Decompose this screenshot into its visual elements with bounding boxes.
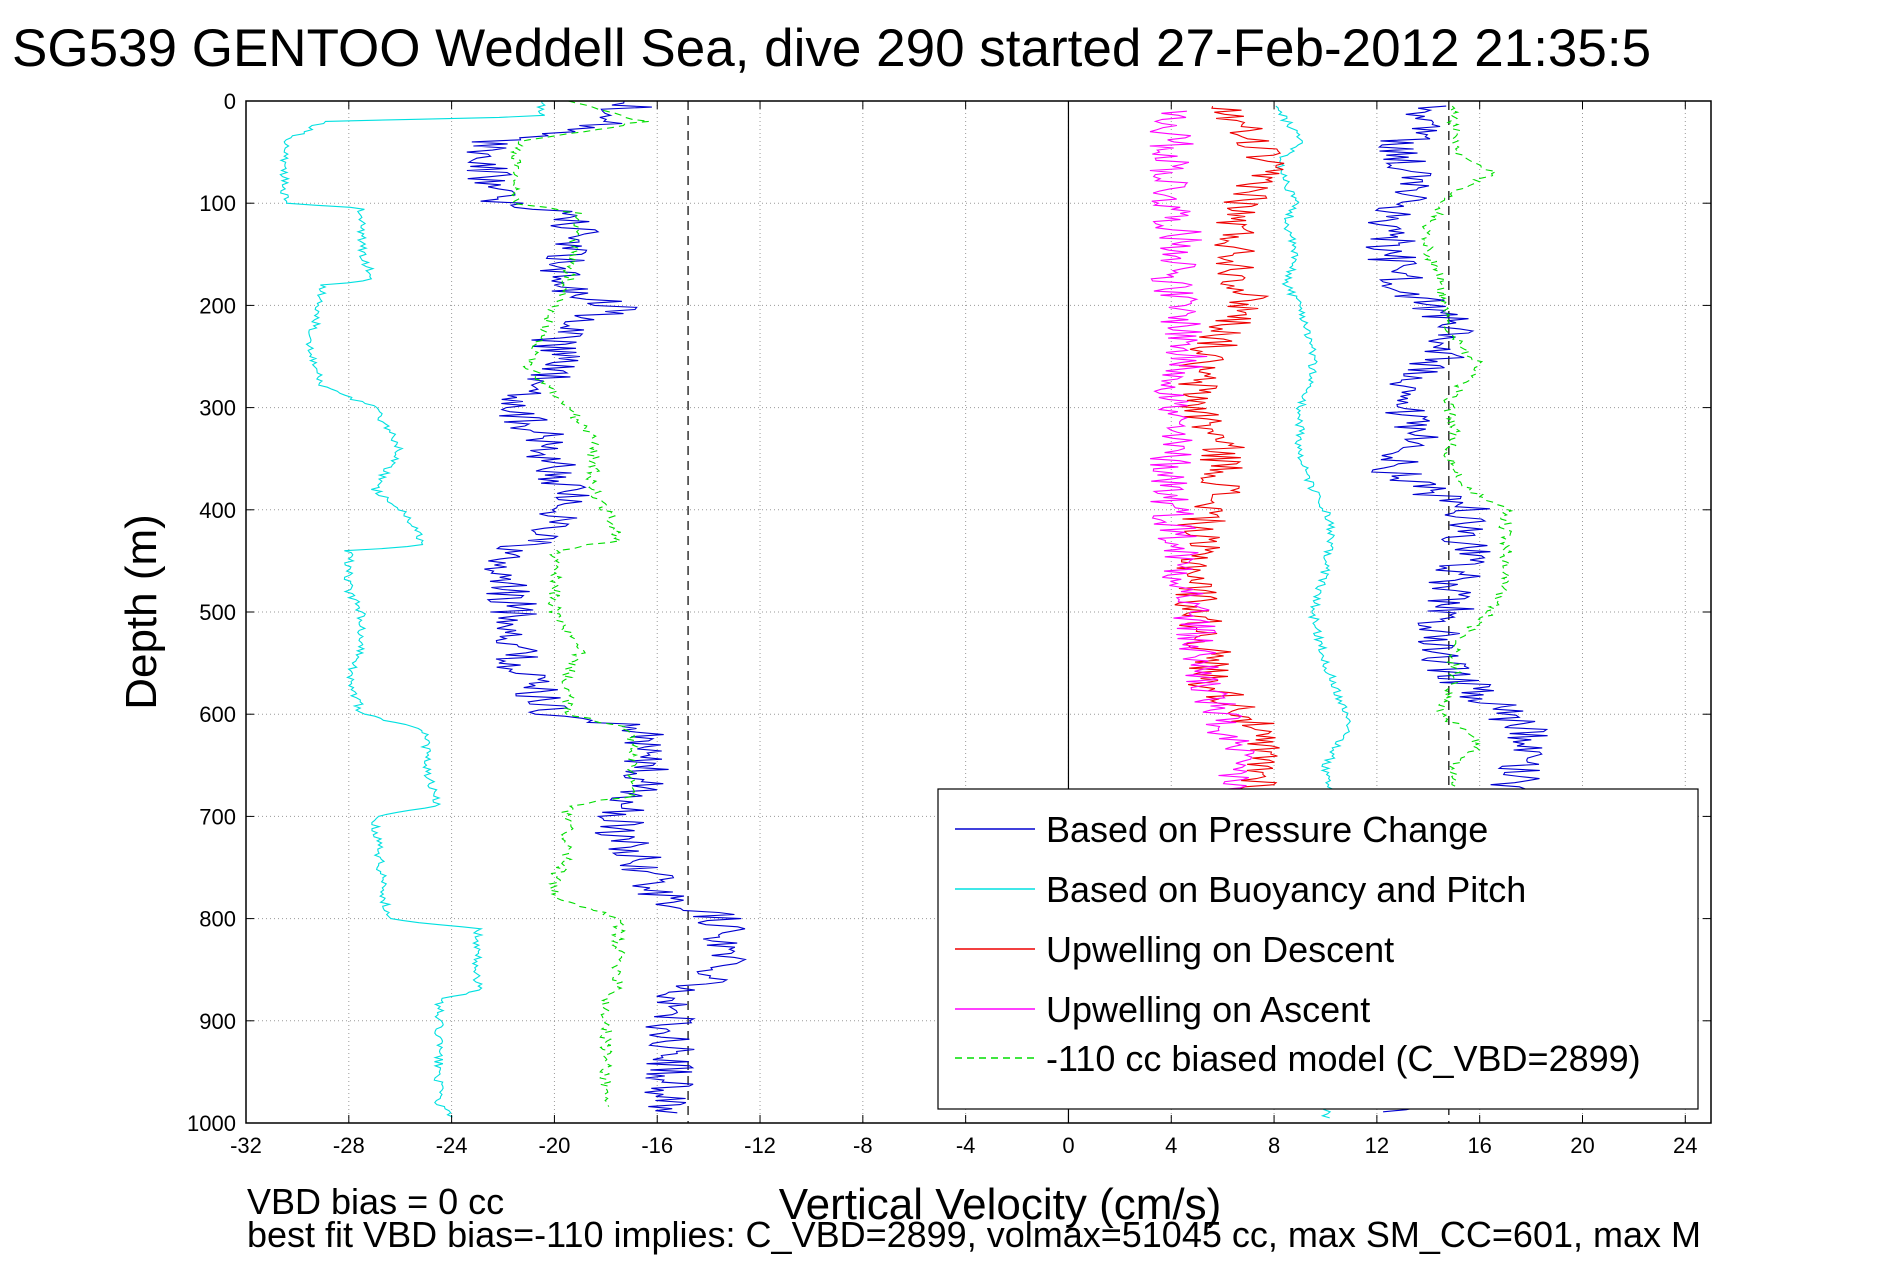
footer-bias-note: VBD bias = 0 cc [247, 1181, 504, 1222]
footer-best-fit-note: best fit VBD bias=-110 implies: C_VBD=28… [247, 1214, 1701, 1255]
y-tick-label: 1000 [187, 1111, 236, 1136]
y-tick-label: 0 [224, 89, 236, 114]
y-tick-label: 400 [199, 498, 236, 523]
series-1-descent-line [466, 100, 747, 1114]
y-tick-label: 700 [199, 804, 236, 829]
x-tick-label: 0 [1062, 1133, 1074, 1158]
series-4-ascent-line [1149, 110, 1255, 807]
y-tick-label: 800 [199, 907, 236, 932]
x-tick-label: -24 [436, 1133, 468, 1158]
x-tick-label: -4 [956, 1133, 976, 1158]
x-tick-label: -16 [641, 1133, 673, 1158]
x-tick-label: -8 [853, 1133, 873, 1158]
x-tick-label: 4 [1165, 1133, 1177, 1158]
y-tick-label: 600 [199, 702, 236, 727]
legend-label: Upwelling on Descent [1046, 929, 1394, 970]
series-4 [1149, 110, 1255, 807]
legend-label: Upwelling on Ascent [1046, 989, 1370, 1030]
series-5-descent-line [509, 100, 650, 1107]
y-axis-label: Depth (m) [117, 514, 166, 710]
legend-label: Based on Buoyancy and Pitch [1046, 869, 1526, 910]
series-2-descent-line [279, 100, 546, 1118]
chart-title: SG539 GENTOO Weddell Sea, dive 290 start… [12, 19, 1651, 78]
legend-box [937, 788, 1699, 1110]
x-tick-label: -12 [744, 1133, 776, 1158]
legend-label: -110 cc biased model (C_VBD=2899) [1046, 1038, 1641, 1079]
y-tick-label: 900 [199, 1009, 236, 1034]
x-tick-label: 24 [1673, 1133, 1697, 1158]
y-tick-label: 100 [199, 191, 236, 216]
x-tick-label: -28 [333, 1133, 365, 1158]
x-tick-label: 12 [1365, 1133, 1389, 1158]
x-tick-label: 16 [1467, 1133, 1491, 1158]
x-tick-label: -32 [230, 1133, 262, 1158]
x-tick-label: -20 [539, 1133, 571, 1158]
x-axis-label: Vertical Velocity (cm/s) [779, 1180, 1222, 1229]
x-tick-label: 20 [1570, 1133, 1594, 1158]
y-tick-label: 500 [199, 600, 236, 625]
legend: Based on Pressure Change Based on Buoyanc… [937, 788, 1699, 1110]
x-tick-label: 8 [1268, 1133, 1280, 1158]
axis-ticks: -32 -28 -24 -20 -16 -12 -8 -4 0 4 8 12 16 20 24 0 100 200… [187, 89, 1711, 1158]
y-tick-label: 200 [199, 293, 236, 318]
y-tick-label: 300 [199, 396, 236, 421]
legend-label: Based on Pressure Change [1046, 809, 1488, 850]
